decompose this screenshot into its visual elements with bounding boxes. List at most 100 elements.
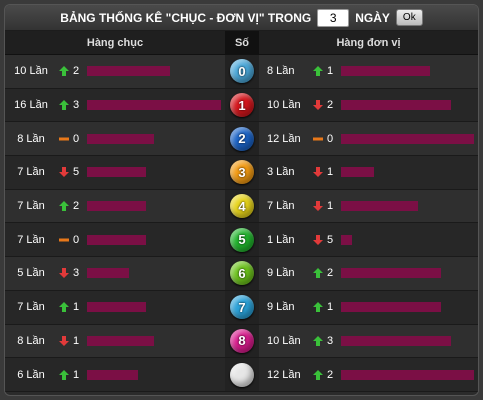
units-bar [341, 201, 419, 212]
tens-delta: 1 [73, 301, 80, 314]
units-delta: 3 [327, 334, 334, 347]
arrow-up-icon [311, 64, 325, 78]
tens-count: 7 Lần [17, 166, 45, 179]
number-cell: 4 [225, 189, 259, 223]
arrow-up-icon [57, 300, 71, 314]
stats-row: 16 Lần 3 1 10 Lần 2 [5, 88, 478, 123]
number-ball: 2 [230, 126, 254, 151]
ok-button[interactable]: Ok [395, 9, 423, 26]
tens-delta: 2 [73, 200, 80, 213]
title-bar: BẢNG THỐNG KÊ "CHỤC - ĐƠN VỊ" TRONG NGÀY… [5, 5, 478, 31]
units-delta: 2 [327, 99, 334, 112]
tens-cell: 5 Lần 3 [5, 257, 225, 290]
arrow-down-icon [311, 233, 325, 247]
stats-row: 7 Lần 2 4 7 Lần 1 [5, 189, 478, 224]
tens-bar [87, 167, 146, 178]
units-bar-track [341, 66, 474, 77]
number-ball: 7 [230, 295, 254, 320]
days-input[interactable] [317, 8, 350, 27]
tens-count: 8 Lần [17, 334, 45, 347]
header-number: Số [225, 31, 259, 54]
minus-icon [57, 132, 71, 146]
arrow-down-icon [57, 334, 71, 348]
tens-count: 5 Lần [17, 267, 45, 280]
stats-row: 10 Lần 2 0 8 Lần 1 [5, 55, 478, 89]
units-bar-track [341, 201, 474, 212]
tens-bar [87, 201, 146, 212]
tens-count: 8 Lần [17, 132, 45, 145]
units-delta: 1 [327, 65, 334, 78]
units-bar-track [341, 268, 474, 279]
units-count: 10 Lần [267, 99, 301, 112]
units-bar [341, 302, 441, 313]
units-cell: 9 Lần 1 [259, 291, 478, 324]
tens-bar [87, 133, 154, 144]
number-ball: 4 [230, 194, 254, 219]
tens-delta: 3 [73, 267, 80, 280]
units-cell: 1 Lần 5 [259, 223, 478, 256]
number-cell [225, 358, 259, 391]
title-text: BẢNG THỐNG KÊ "CHỤC - ĐƠN VỊ" TRONG [60, 10, 312, 25]
units-delta: 2 [327, 267, 334, 280]
days-label: NGÀY [355, 10, 390, 25]
tens-bar-track [87, 268, 221, 279]
units-bar-track [341, 369, 474, 380]
stats-row: 5 Lần 3 6 9 Lần 2 [5, 257, 478, 291]
units-delta: 2 [327, 368, 334, 381]
units-bar-track [341, 234, 474, 245]
units-delta: 0 [327, 132, 334, 145]
stats-row: 7 Lần 5 3 3 Lần 1 [5, 156, 478, 190]
units-count: 10 Lần [267, 334, 301, 347]
tens-delta: 0 [73, 132, 80, 145]
tens-bar [87, 268, 129, 279]
tens-cell: 7 Lần 1 [5, 291, 225, 324]
minus-icon [311, 132, 325, 146]
tens-count: 10 Lần [14, 65, 48, 78]
tens-bar-track [87, 234, 221, 245]
arrow-up-icon [57, 98, 71, 112]
tens-cell: 8 Lần 1 [5, 325, 225, 358]
tens-delta: 0 [73, 233, 80, 246]
units-cell: 9 Lần 2 [259, 257, 478, 290]
units-bar-track [341, 302, 474, 313]
number-cell: 8 [225, 324, 259, 358]
stats-rows: 10 Lần 2 0 8 Lần 1 16 Lần 3 1 10 Lần 2 8 Lần 0 2 12 L… [5, 55, 478, 392]
tens-delta: 1 [73, 368, 80, 381]
header-units: Hàng đơn vị [336, 36, 401, 49]
number-ball [230, 362, 254, 387]
units-cell: 7 Lần 1 [259, 190, 478, 223]
column-header: Hàng chục Số Hàng đơn vị [5, 31, 478, 55]
tens-bar [87, 335, 154, 346]
arrow-up-icon [311, 334, 325, 348]
tens-bar-track [87, 100, 221, 111]
tens-bar [87, 100, 221, 111]
units-cell: 12 Lần 0 [259, 122, 478, 155]
units-bar [341, 66, 431, 77]
stats-row: 7 Lần 0 5 1 Lần 5 [5, 223, 478, 258]
tens-bar [87, 66, 171, 77]
tens-cell: 8 Lần 0 [5, 122, 225, 155]
arrow-up-icon [311, 300, 325, 314]
units-cell: 10 Lần 2 [259, 89, 478, 122]
tens-bar-track [87, 66, 221, 77]
tens-cell: 10 Lần 2 [5, 55, 225, 88]
units-count: 9 Lần [267, 267, 295, 280]
arrow-up-icon [57, 368, 71, 382]
units-delta: 1 [327, 200, 334, 213]
units-bar [341, 369, 474, 380]
units-count: 1 Lần [267, 233, 295, 246]
units-bar [341, 268, 441, 279]
minus-icon [57, 233, 71, 247]
number-cell: 0 [225, 55, 259, 88]
number-ball: 5 [230, 227, 254, 252]
header-tens: Hàng chục [86, 36, 144, 49]
tens-bar-track [87, 133, 221, 144]
arrow-down-icon [311, 98, 325, 112]
tens-count: 7 Lần [17, 233, 45, 246]
units-cell: 8 Lần 1 [259, 55, 478, 88]
number-cell: 1 [225, 88, 259, 122]
units-bar [341, 234, 352, 245]
number-ball: 8 [230, 328, 254, 353]
tens-delta: 2 [73, 65, 80, 78]
units-count: 3 Lần [267, 166, 295, 179]
